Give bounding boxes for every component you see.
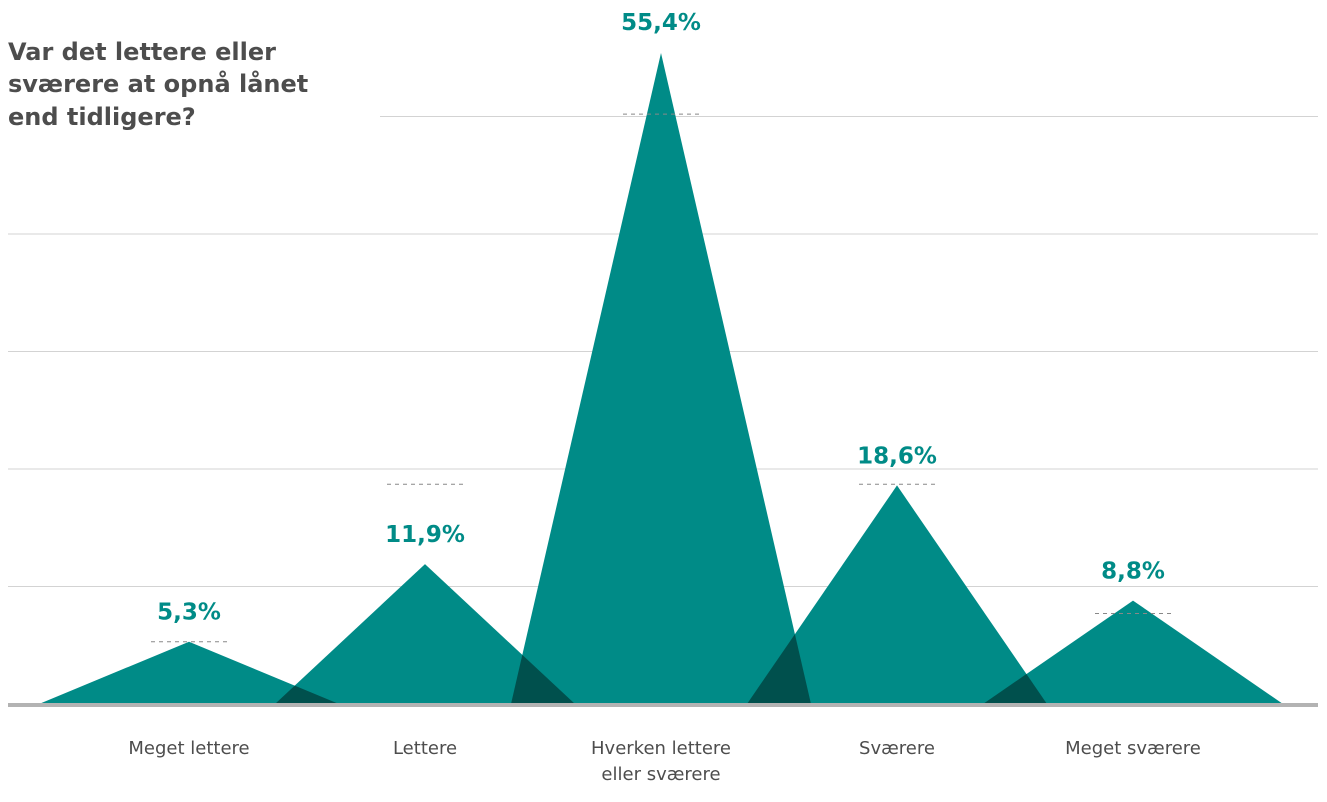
triangle-mark — [983, 600, 1283, 704]
triangle-mark — [39, 641, 339, 704]
triangle-series — [39, 53, 1283, 704]
category-label: Meget lettere — [128, 738, 249, 759]
data-label: 18,6% — [857, 443, 937, 469]
category-label: Meget sværere — [1065, 738, 1201, 759]
chart-title: Var det lettere eller sværere at opnå lå… — [8, 38, 309, 131]
overlap-mark — [275, 685, 339, 704]
triangle-overlaps — [275, 634, 1047, 704]
data-label: 5,3% — [157, 600, 221, 626]
data-label: 11,9% — [385, 522, 465, 548]
triangle-mark — [747, 485, 1047, 704]
triangle-mark — [511, 53, 811, 704]
x-axis — [8, 703, 1318, 707]
category-label: Lettere — [393, 738, 457, 759]
triangle-mark — [275, 564, 575, 704]
overlap-mark — [511, 654, 575, 704]
overlap-mark — [747, 634, 811, 704]
category-label: Sværere — [859, 738, 935, 759]
category-label: Hverken lettere eller sværere — [591, 738, 731, 785]
data-label: 55,4% — [621, 10, 701, 36]
x-axis-line — [8, 703, 1318, 707]
data-label: 8,8% — [1101, 559, 1165, 585]
overlap-mark — [983, 674, 1047, 704]
category-labels: Meget lettere Lettere Hverken lettere eller… — [128, 738, 1200, 785]
data-labels: 5,3% 11,9% 55,4% 18,6% 8,8% — [157, 10, 1165, 626]
